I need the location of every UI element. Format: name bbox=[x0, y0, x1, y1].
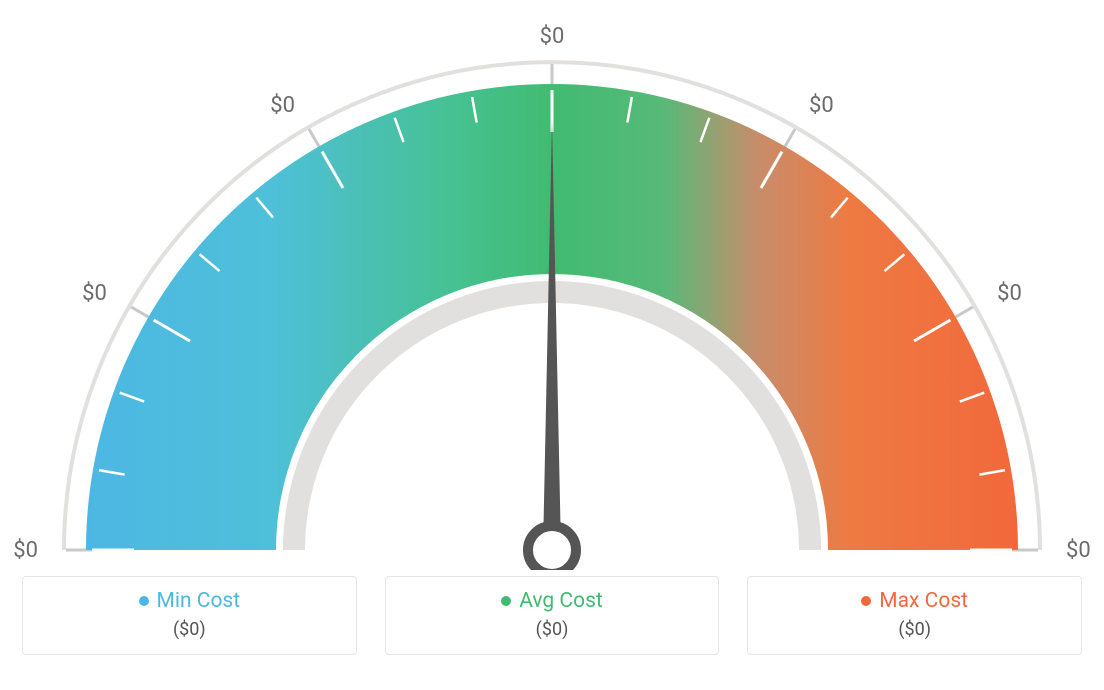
legend-row: Min Cost ($0) Avg Cost ($0) Max Cost ($0… bbox=[22, 576, 1082, 655]
svg-text:$0: $0 bbox=[540, 24, 565, 49]
legend-avg-title: Avg Cost bbox=[501, 589, 603, 613]
gauge-svg: $0 $0 $0 $0 $0 $0 $0 bbox=[0, 10, 1104, 570]
svg-text:$0: $0 bbox=[13, 538, 38, 563]
legend-min-title: Min Cost bbox=[139, 589, 241, 613]
svg-text:$0: $0 bbox=[270, 93, 295, 118]
svg-text:$0: $0 bbox=[809, 93, 834, 118]
legend-avg-value: ($0) bbox=[396, 619, 709, 640]
legend-card-min: Min Cost ($0) bbox=[22, 576, 357, 655]
legend-min-value: ($0) bbox=[33, 619, 346, 640]
legend-avg-label: Avg Cost bbox=[519, 589, 603, 613]
legend-card-avg: Avg Cost ($0) bbox=[385, 576, 720, 655]
legend-max-dot bbox=[861, 596, 871, 606]
svg-text:$0: $0 bbox=[82, 281, 107, 306]
legend-max-title: Max Cost bbox=[861, 589, 968, 613]
gauge-chart: $0 $0 $0 $0 $0 $0 $0 bbox=[0, 10, 1104, 570]
legend-max-label: Max Cost bbox=[879, 589, 968, 613]
legend-min-label: Min Cost bbox=[157, 589, 241, 613]
legend-card-max: Max Cost ($0) bbox=[747, 576, 1082, 655]
legend-min-dot bbox=[139, 596, 149, 606]
legend-max-value: ($0) bbox=[758, 619, 1071, 640]
svg-text:$0: $0 bbox=[997, 281, 1022, 306]
legend-avg-dot bbox=[501, 596, 511, 606]
svg-text:$0: $0 bbox=[1066, 538, 1091, 563]
